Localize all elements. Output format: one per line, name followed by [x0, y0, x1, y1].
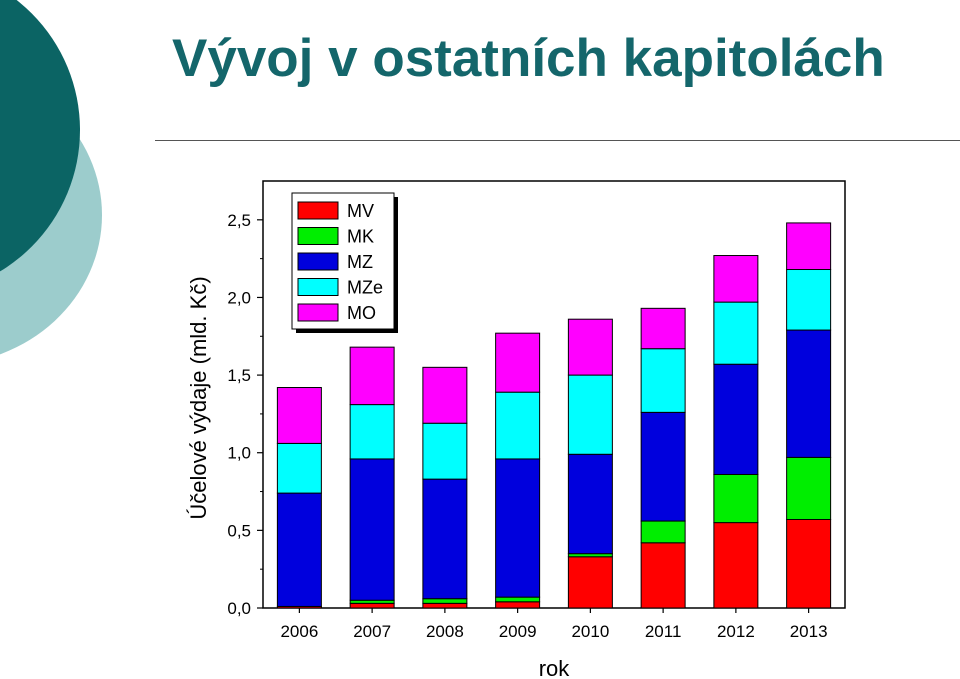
legend-swatch-mo: [297, 303, 339, 322]
bar-segment-mo: [567, 318, 613, 376]
bar-segment-mv: [422, 602, 468, 609]
legend-swatch-mk: [297, 227, 339, 245]
bar-segment-mv: [495, 601, 541, 609]
bar-segment-mz: [422, 478, 468, 600]
bar-segment-mk: [640, 520, 686, 544]
bar-segment-mze: [422, 422, 468, 480]
bar-segment-mk: [422, 598, 468, 604]
y-tick-label: 1,0: [227, 444, 251, 463]
x-tick-label: 2012: [717, 622, 755, 641]
bar-segment-mze: [495, 391, 541, 460]
bar-segment-mo: [349, 346, 395, 406]
bar-segment-mz: [349, 458, 395, 601]
y-axis-title: Účelové výdaje (mld. Kč): [186, 276, 211, 519]
legend-swatch-mv: [297, 201, 339, 220]
bar-segment-mk: [786, 456, 832, 520]
x-tick-label: 2011: [645, 622, 682, 641]
bar-segment-mo: [495, 332, 541, 393]
legend-label-mz: MZ: [347, 252, 373, 272]
bar-segment-mo: [786, 222, 832, 271]
legend-label-mk: MK: [347, 227, 374, 247]
x-tick-label: 2007: [353, 622, 391, 641]
legend-label-mo: MO: [347, 303, 376, 323]
bar-segment-mk: [713, 473, 759, 524]
x-tick-label: 2009: [499, 622, 537, 641]
plot-frame: [262, 180, 846, 609]
bar-segment-mz: [495, 458, 541, 598]
bar-segment-mze: [786, 269, 832, 331]
x-tick-label: 2006: [280, 622, 318, 641]
bar-segment-mz: [786, 329, 832, 458]
bar-segment-mz: [640, 411, 686, 522]
bar-segment-mz: [713, 363, 759, 475]
y-tick-label: 2,0: [227, 288, 251, 307]
bar-segment-mze: [349, 404, 395, 460]
decor-circle-dark: [0, 0, 80, 272]
bar-segment-mv: [349, 602, 395, 609]
title-divider: [155, 140, 960, 141]
legend-swatch-mz: [297, 252, 339, 271]
y-tick-label: 1,5: [227, 366, 251, 385]
bar-segment-mo: [713, 255, 759, 303]
bar-segment-mze: [276, 442, 322, 494]
x-tick-label: 2008: [426, 622, 464, 641]
bar-segment-mze: [640, 348, 686, 413]
y-tick-label: 0,0: [227, 599, 251, 618]
x-axis-title: rok: [539, 656, 571, 679]
bar-segment-mo: [640, 307, 686, 350]
bar-segment-mo: [276, 387, 322, 444]
bar-segment-mz: [567, 453, 613, 555]
x-tick-label: 2010: [571, 622, 609, 641]
y-tick-label: 2,5: [227, 211, 251, 230]
y-tick-label: 0,5: [227, 521, 251, 540]
legend-swatch-mze: [297, 278, 339, 296]
x-tick-label: 2013: [790, 622, 828, 641]
legend-label-mze: MZe: [347, 278, 383, 298]
bar-segment-mo: [422, 366, 468, 424]
slide-title: Vývoj v ostatních kapitolách: [172, 29, 885, 88]
slide-decoration: [0, 0, 102, 355]
bar-segment-mze: [713, 301, 759, 365]
bar-segment-mz: [276, 492, 322, 607]
bar-segment-mv: [567, 556, 613, 609]
bar-segment-mv: [713, 522, 759, 609]
legend-label-mv: MV: [347, 201, 374, 221]
bar-segment-mze: [567, 374, 613, 455]
bar-segment-mk: [495, 596, 541, 603]
bar-segment-mv: [640, 542, 686, 609]
bar-segment-mv: [786, 518, 832, 609]
